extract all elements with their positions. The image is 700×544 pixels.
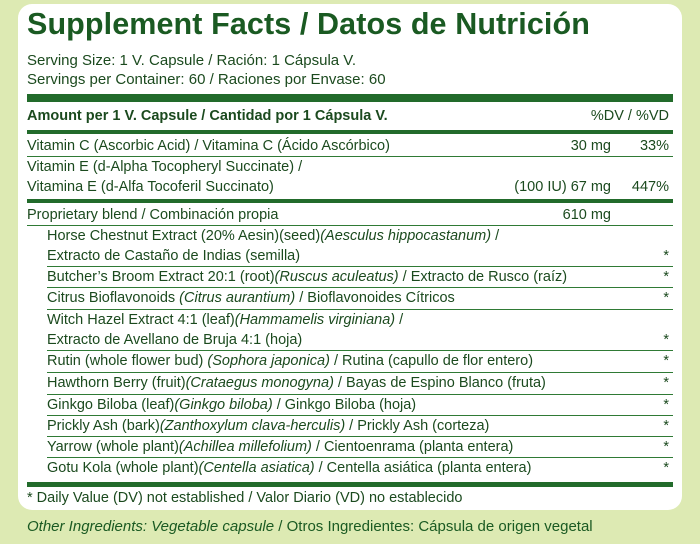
separator [47, 309, 673, 310]
ingredient-row-gotu-kola: Gotu Kola (whole plant)(Centella asiatic… [27, 458, 673, 478]
ingredient-dv: * [663, 332, 669, 348]
nutrient-row-vitamin-c: Vitamin C (Ascorbic Acid) / Vitamina C (… [27, 136, 673, 156]
blend-row: Proprietary blend / Combinación propia 6… [27, 205, 673, 225]
other-ingredients: Other Ingredients: Vegetable capsule / O… [27, 518, 593, 535]
separator [47, 350, 673, 351]
facts-title: Supplement Facts / Datos de Nutrición [27, 7, 590, 41]
ingredient-name: Yarrow (whole plant)(Achillea millefoliu… [47, 439, 514, 455]
ingredient-row-rutin: Rutin (whole flower bud) (Sophora japoni… [27, 351, 673, 371]
ingredient-name: Ginkgo Biloba (leaf)(Ginkgo biloba) / Gi… [47, 397, 417, 413]
ingredient-row-horse-chestnut: Horse Chestnut Extract (20% Aesin)(seed)… [27, 226, 673, 246]
separator [47, 415, 673, 416]
ingredient-name: Hawthorn Berry (fruit)(Crataegus monogyn… [47, 375, 546, 391]
nutrient-name: Vitamin C (Ascorbic Acid) / Vitamina C (… [27, 138, 390, 154]
ingredient-name: Rutin (whole flower bud) (Sophora japoni… [47, 353, 534, 369]
ingredient-dv: * [663, 353, 669, 369]
separator [47, 457, 673, 458]
ingredient-name: Prickly Ash (bark)(Zanthoxylum clava-her… [47, 418, 490, 434]
dv-footnote: * Daily Value (DV) not established / Val… [27, 490, 463, 506]
ingredient-dv: * [663, 269, 669, 285]
separator [47, 266, 673, 267]
separator [27, 156, 673, 157]
nutrient-row-vitamin-e-line2: Vitamina E (d-Alfa Tocoferil Succinato) … [27, 177, 673, 197]
ingredient-row-yarrow: Yarrow (whole plant)(Achillea millefoliu… [27, 437, 673, 457]
ingredient-row-citrus: Citrus Bioflavonoids (Citrus aurantium) … [27, 288, 673, 308]
amount-header: Amount per 1 V. Capsule / Cantidad por 1… [27, 108, 388, 124]
nutrient-name: Vitamina E (d-Alfa Tocoferil Succinato) [27, 179, 274, 195]
ingredient-name: Gotu Kola (whole plant)(Centella asiatic… [47, 460, 532, 476]
ingredient-row-hawthorn: Hawthorn Berry (fruit)(Crataegus monogyn… [27, 373, 673, 393]
amount-header-row: Amount per 1 V. Capsule / Cantidad por 1… [27, 106, 673, 126]
servings-per-container: Servings per Container: 60 / Raciones po… [27, 71, 386, 88]
dv-header: %DV / %VD [590, 108, 669, 124]
ingredient-dv: * [663, 375, 669, 391]
separator [47, 394, 673, 395]
ingredient-dv: * [663, 248, 669, 264]
ingredient-dv: * [663, 460, 669, 476]
ingredient-row-witch-hazel: Witch Hazel Extract 4:1 (leaf)(Hammameli… [27, 310, 673, 330]
label-panel [18, 4, 682, 510]
thick-rule [27, 94, 673, 102]
nutrient-amount: (100 IU) 67 mg [514, 179, 611, 195]
ingredient-dv: * [663, 290, 669, 306]
ingredient-name: Citrus Bioflavonoids (Citrus aurantium) … [47, 290, 455, 306]
ingredient-name: Extracto de Avellano de Bruja 4:1 (hoja) [47, 332, 303, 348]
ingredient-row-witch-hazel-line2: Extracto de Avellano de Bruja 4:1 (hoja)… [27, 330, 673, 350]
blend-name: Proprietary blend / Combinación propia [27, 207, 279, 223]
ingredient-name: Extracto de Castaño de Indias (semilla) [47, 248, 301, 264]
separator [27, 225, 673, 226]
ingredient-row-prickly-ash: Prickly Ash (bark)(Zanthoxylum clava-her… [27, 416, 673, 436]
ingredient-name: Witch Hazel Extract 4:1 (leaf)(Hammameli… [47, 312, 404, 328]
bottom-rule [27, 482, 673, 487]
ingredient-row-horse-chestnut-line2: Extracto de Castaño de Indias (semilla) … [27, 246, 673, 266]
ingredient-name: Horse Chestnut Extract (20% Aesin)(seed)… [47, 228, 500, 244]
nutrient-amount: 30 mg [570, 138, 611, 154]
ingredient-dv: * [663, 439, 669, 455]
separator [47, 436, 673, 437]
ingredient-dv: * [663, 418, 669, 434]
nutrient-dv: 447% [631, 179, 669, 195]
nutrient-dv: 33% [639, 138, 669, 154]
medium-rule [27, 130, 673, 134]
ingredient-dv: * [663, 397, 669, 413]
separator [47, 372, 673, 373]
ingredient-row-ginkgo: Ginkgo Biloba (leaf)(Ginkgo biloba) / Gi… [27, 395, 673, 415]
medium-rule [27, 199, 673, 203]
separator [47, 287, 673, 288]
ingredient-name: Butcher’s Broom Extract 20:1 (root)(Rusc… [47, 269, 568, 285]
blend-amount: 610 mg [562, 207, 611, 223]
serving-size: Serving Size: 1 V. Capsule / Ración: 1 C… [27, 52, 357, 69]
nutrient-name: Vitamin E (d-Alpha Tocopheryl Succinate)… [27, 159, 303, 175]
ingredient-row-butchers-broom: Butcher’s Broom Extract 20:1 (root)(Rusc… [27, 267, 673, 287]
nutrient-row-vitamin-e-line1: Vitamin E (d-Alpha Tocopheryl Succinate)… [27, 157, 673, 177]
